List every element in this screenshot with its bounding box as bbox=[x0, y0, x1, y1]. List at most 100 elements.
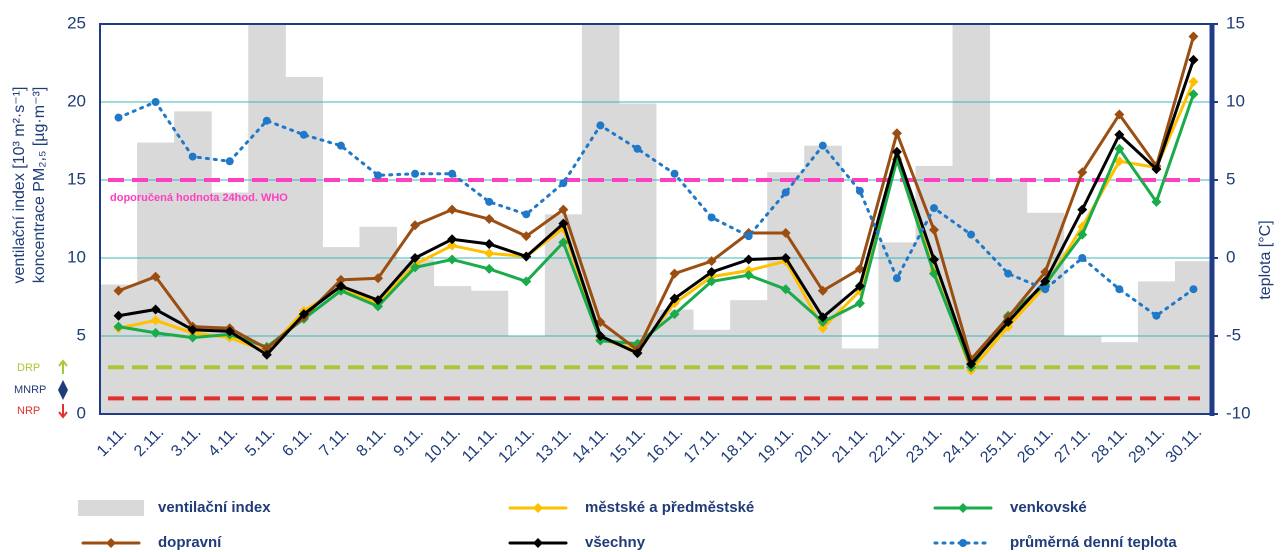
bar bbox=[618, 103, 657, 414]
point bbox=[1151, 164, 1162, 175]
point bbox=[151, 98, 160, 106]
y-tick-label: 25 bbox=[67, 13, 86, 32]
bar bbox=[1174, 261, 1212, 414]
drp-label: DRP bbox=[17, 362, 40, 374]
point bbox=[485, 197, 494, 206]
point bbox=[595, 331, 606, 341]
point bbox=[1114, 109, 1125, 120]
x-tick-label: 6.11. bbox=[279, 424, 315, 460]
bar bbox=[1100, 342, 1139, 414]
y2-tick-label: -10 bbox=[1226, 403, 1251, 422]
bar bbox=[322, 247, 360, 414]
bar bbox=[211, 192, 249, 414]
point bbox=[447, 254, 458, 265]
x-tick-label: 25.11. bbox=[977, 424, 1020, 467]
point bbox=[1114, 129, 1125, 140]
point bbox=[150, 271, 161, 282]
point bbox=[336, 141, 345, 150]
point bbox=[1077, 204, 1088, 215]
point bbox=[1040, 276, 1051, 287]
point bbox=[521, 251, 532, 262]
point bbox=[150, 327, 161, 338]
point bbox=[966, 359, 977, 370]
point bbox=[521, 231, 532, 242]
x-tick-label: 17.11. bbox=[681, 424, 724, 467]
x-tick-label: 11.11. bbox=[459, 424, 501, 466]
point bbox=[411, 169, 420, 178]
point bbox=[967, 230, 976, 239]
who-label: doporučená hodnota 24hod. WHO bbox=[110, 192, 288, 204]
point bbox=[1114, 156, 1125, 167]
bar bbox=[174, 111, 212, 414]
point bbox=[261, 349, 272, 360]
x-tick-label: 20.11. bbox=[792, 424, 835, 467]
point bbox=[1077, 229, 1088, 240]
y2-tick-label: -5 bbox=[1226, 325, 1241, 344]
bar bbox=[433, 286, 472, 414]
x-tick-label: 22.11. bbox=[866, 424, 909, 467]
point bbox=[484, 238, 495, 249]
y-axis-title: koncentrace PM₂,₅ [µg·m⁻³] bbox=[31, 87, 48, 284]
x-tick-label: 14.11. bbox=[570, 424, 613, 467]
point bbox=[1115, 285, 1124, 294]
point bbox=[447, 240, 458, 251]
nrp-arrow bbox=[58, 404, 68, 419]
point bbox=[1078, 254, 1087, 262]
bar bbox=[1026, 212, 1065, 414]
x-tick-label: 8.11. bbox=[353, 424, 389, 460]
legend-marker bbox=[958, 503, 968, 513]
series-line bbox=[117, 100, 1195, 318]
point bbox=[522, 210, 531, 219]
point bbox=[1188, 76, 1199, 87]
x-tick-label: 19.11. bbox=[755, 424, 798, 467]
bar bbox=[804, 145, 842, 414]
point bbox=[632, 348, 643, 359]
point bbox=[780, 228, 791, 239]
point bbox=[447, 204, 458, 215]
point bbox=[743, 270, 754, 281]
point bbox=[335, 281, 346, 292]
point bbox=[150, 315, 161, 326]
point bbox=[447, 234, 458, 245]
x-tick-label: 13.11. bbox=[533, 424, 576, 467]
legend-marker bbox=[533, 538, 543, 548]
bar bbox=[730, 300, 768, 414]
y2-axis-title: teplota [°C] bbox=[1257, 220, 1274, 299]
x-tick-label: 30.11. bbox=[1163, 424, 1206, 467]
mnrp-arrow bbox=[58, 380, 68, 400]
x-tick-label: 18.11. bbox=[718, 424, 761, 467]
bar bbox=[470, 290, 509, 414]
x-tick-label: 1.11. bbox=[94, 424, 130, 460]
bar bbox=[581, 24, 620, 414]
point bbox=[1152, 311, 1161, 320]
point bbox=[448, 169, 457, 178]
legend-label: všechny bbox=[585, 534, 646, 551]
legend-swatch bbox=[78, 500, 144, 516]
point bbox=[373, 301, 383, 312]
legend-label: dopravní bbox=[158, 534, 222, 551]
point bbox=[113, 285, 124, 296]
y-tick-label: 0 bbox=[77, 403, 86, 422]
bar bbox=[841, 348, 879, 414]
point bbox=[373, 295, 383, 306]
point bbox=[113, 310, 124, 321]
x-tick-label: 21.11. bbox=[829, 424, 872, 467]
point bbox=[1188, 31, 1199, 42]
y-tick-label: 20 bbox=[67, 91, 86, 110]
point bbox=[558, 237, 569, 248]
bar bbox=[878, 242, 916, 414]
bar bbox=[100, 284, 138, 414]
y2-tick-label: 10 bbox=[1226, 91, 1245, 110]
point bbox=[484, 248, 495, 259]
point bbox=[781, 188, 790, 197]
series-line bbox=[117, 58, 1195, 367]
x-tick-label: 4.11. bbox=[205, 424, 241, 460]
point bbox=[929, 254, 939, 265]
x-tick-label: 15.11. bbox=[607, 424, 650, 467]
y2-tick-label: 0 bbox=[1226, 247, 1235, 266]
point bbox=[930, 204, 938, 213]
legend-label: průměrná denní teplota bbox=[1010, 534, 1177, 551]
y-tick-label: 10 bbox=[67, 247, 86, 266]
legend-marker bbox=[959, 539, 967, 547]
point bbox=[743, 254, 754, 265]
